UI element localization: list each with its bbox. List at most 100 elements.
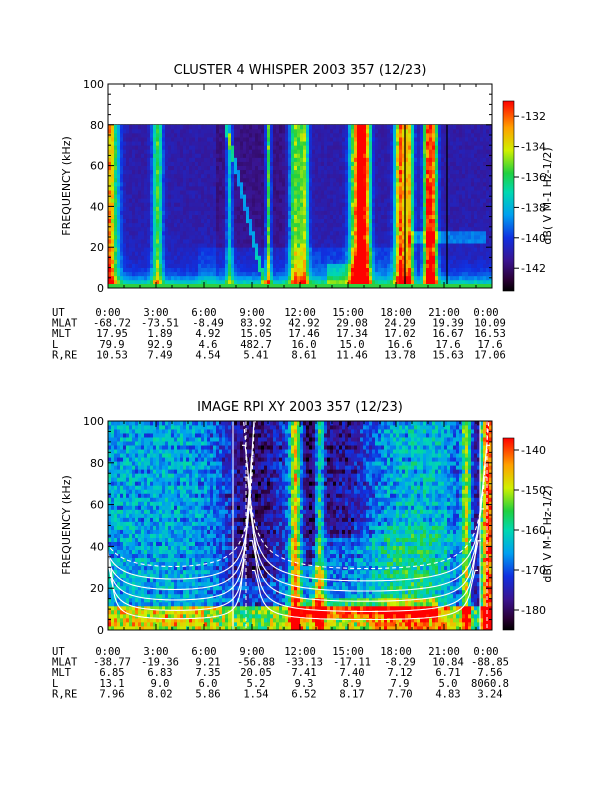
heat-cell <box>351 198 355 203</box>
heat-cell <box>195 157 199 162</box>
heat-cell <box>459 275 463 281</box>
heat-cell <box>456 153 460 158</box>
heat-cell <box>159 210 163 215</box>
heat-cell <box>108 124 112 130</box>
heat-cell <box>123 165 127 171</box>
heat-cell <box>222 149 226 154</box>
heat-cell <box>300 153 304 158</box>
heat-cell <box>459 124 463 130</box>
heat-cell <box>417 275 421 281</box>
heat-cell <box>357 181 361 187</box>
heat-cell <box>153 243 157 248</box>
heat-cell <box>198 181 202 187</box>
heat-cell <box>141 145 145 150</box>
heat-cell <box>267 218 271 224</box>
heat-cell <box>159 124 163 130</box>
heat-cell <box>219 214 223 220</box>
heat-cell <box>288 141 292 146</box>
heat-cell <box>315 259 319 264</box>
heat-cell <box>297 157 301 162</box>
heat-cell <box>444 259 448 264</box>
heat-cell <box>339 165 343 171</box>
heat-cell <box>300 124 304 130</box>
heat-cell <box>222 275 226 281</box>
heat-cell <box>294 222 298 228</box>
heat-cell <box>339 218 343 224</box>
heat-cell <box>456 251 460 256</box>
heat-cell <box>108 206 112 211</box>
heat-cell <box>186 198 190 203</box>
heat-cell <box>132 157 136 162</box>
heat-cell <box>264 177 268 183</box>
heat-cell <box>138 165 142 171</box>
heat-cell <box>456 132 460 138</box>
heat-cell <box>351 218 355 224</box>
heat-cell <box>132 137 136 142</box>
heat-cell <box>165 271 169 277</box>
heat-cell <box>447 230 451 236</box>
heat-cell <box>141 165 145 171</box>
heat-cell <box>351 190 355 195</box>
heat-cell <box>132 149 136 154</box>
heat-cell <box>243 251 247 256</box>
heat-cell <box>231 173 235 179</box>
heat-cell <box>234 128 238 134</box>
heat-cell <box>279 194 283 199</box>
heat-cell <box>207 169 211 175</box>
heat-cell <box>213 230 217 236</box>
heat-cell <box>195 218 199 224</box>
heat-cell <box>357 153 361 158</box>
heat-cell <box>117 202 121 207</box>
heat-cell <box>303 165 307 171</box>
heat-cell <box>342 128 346 134</box>
heat-cell <box>384 128 388 134</box>
heat-cell <box>369 226 373 232</box>
heat-cell <box>426 137 430 142</box>
heat-cell <box>315 226 319 232</box>
heat-cell <box>222 230 226 236</box>
heat-cell <box>336 230 340 236</box>
heat-cell <box>270 149 274 154</box>
heat-cell <box>324 132 328 138</box>
heat-cell <box>174 145 178 150</box>
heat-cell <box>276 137 280 142</box>
heat-cell <box>177 218 181 224</box>
heat-cell <box>249 239 253 244</box>
heat-cell <box>222 173 226 179</box>
heat-cell <box>267 202 271 207</box>
heat-cell <box>252 226 256 232</box>
heat-cell <box>336 161 340 166</box>
heat-cell <box>135 234 139 240</box>
heat-cell <box>237 255 241 260</box>
heat-cell <box>237 157 241 162</box>
heat-cell <box>339 161 343 166</box>
heat-cell <box>288 145 292 150</box>
heat-cell <box>453 230 457 236</box>
heat-cell <box>108 222 112 228</box>
heat-cell <box>432 145 436 150</box>
heat-cell <box>201 137 205 142</box>
heat-cell <box>132 124 136 130</box>
heat-cell <box>207 239 211 244</box>
heat-cell <box>363 157 367 162</box>
heat-cell <box>204 251 208 256</box>
heat-cell <box>480 169 484 175</box>
heat-cell <box>261 173 265 179</box>
heat-cell <box>333 230 337 236</box>
heat-cell <box>207 230 211 236</box>
heat-cell <box>354 181 358 187</box>
heat-cell <box>369 137 373 142</box>
heat-cell <box>141 153 145 158</box>
heat-cell <box>177 149 181 154</box>
heat-cell <box>282 222 286 228</box>
heat-cell <box>411 190 415 195</box>
heat-cell <box>375 190 379 195</box>
heat-cell <box>282 165 286 171</box>
heat-cell <box>156 255 160 260</box>
heat-cell <box>114 202 118 207</box>
heat-cell <box>384 255 388 260</box>
heat-cell <box>384 186 388 191</box>
heat-cell <box>408 210 412 215</box>
heat-cell <box>138 222 142 228</box>
